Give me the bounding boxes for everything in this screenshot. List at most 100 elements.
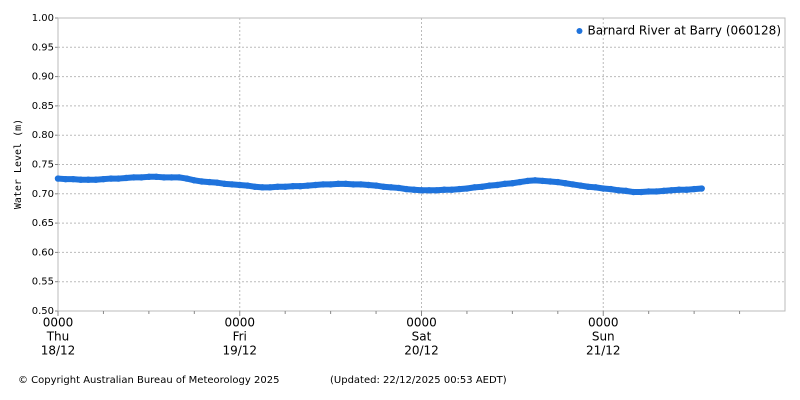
data-point — [653, 188, 660, 195]
data-point — [433, 187, 440, 194]
data-point — [304, 182, 312, 189]
data-point — [342, 180, 349, 188]
y-tick-label: 0.75 — [32, 160, 54, 171]
legend-label: Barnard River at Barry (060128) — [587, 24, 781, 38]
x-tick-label: Sun — [592, 330, 615, 344]
y-tick-label: 0.90 — [32, 72, 54, 83]
data-point — [107, 175, 115, 182]
y-tick-label: 0.70 — [32, 189, 54, 200]
copyright: © Copyright Australian Bureau of Meteoro… — [18, 375, 279, 386]
y-tick-label: 0.95 — [32, 42, 54, 53]
data-point — [410, 186, 418, 193]
data-point — [213, 179, 221, 186]
data-point — [54, 175, 62, 182]
data-point — [607, 185, 615, 193]
data-point — [637, 188, 645, 196]
x-tick-label: Sat — [412, 330, 432, 344]
data-point — [259, 184, 266, 191]
data-point — [350, 181, 357, 188]
data-point — [441, 186, 448, 193]
data-point — [198, 178, 206, 185]
data-point — [206, 178, 213, 186]
data-point — [365, 181, 372, 189]
data-point — [236, 181, 243, 189]
x-tick-label: 0000 — [43, 316, 74, 330]
data-point — [266, 184, 274, 191]
data-point — [660, 187, 668, 195]
data-point — [494, 181, 501, 189]
data-point — [683, 186, 690, 193]
data-point — [547, 178, 554, 185]
data-point — [221, 180, 228, 188]
data-point — [92, 176, 100, 183]
data-point — [531, 177, 539, 184]
data-point — [698, 185, 705, 192]
legend-marker — [576, 28, 583, 34]
data-point — [456, 185, 463, 193]
x-tick-label: 20/12 — [404, 344, 439, 358]
data-point — [251, 183, 259, 190]
data-point — [569, 181, 577, 188]
data-point — [418, 187, 425, 194]
x-tick-label: 0000 — [224, 316, 255, 330]
data-point — [244, 182, 251, 189]
data-point — [100, 175, 107, 183]
data-point — [327, 181, 334, 188]
data-point — [62, 175, 69, 183]
data-point — [85, 176, 92, 183]
data-point — [168, 174, 175, 181]
data-point — [228, 181, 236, 188]
data-point — [312, 181, 319, 189]
data-point — [145, 173, 153, 181]
y-tick-label: 0.55 — [32, 277, 54, 288]
data-point — [334, 180, 342, 188]
x-tick-label: Fri — [233, 330, 247, 344]
data-point — [539, 177, 546, 185]
data-point — [615, 187, 622, 194]
y-tick-label: 0.50 — [32, 306, 54, 317]
data-point — [297, 182, 304, 190]
data-point — [592, 184, 599, 191]
x-tick-label: 19/12 — [222, 344, 257, 358]
y-tick-label: 0.60 — [32, 247, 54, 258]
y-tick-label: 0.65 — [32, 218, 54, 229]
data-point — [562, 180, 569, 187]
data-point — [395, 184, 402, 192]
data-point — [675, 186, 683, 193]
data-point — [115, 175, 122, 182]
y-axis-label: Water Level (m) — [13, 119, 24, 209]
data-point — [584, 183, 592, 190]
x-tick-label: 18/12 — [41, 344, 76, 358]
data-point — [274, 183, 281, 190]
data-point — [319, 181, 327, 188]
data-point — [289, 182, 296, 190]
data-point — [471, 184, 478, 191]
data-point — [122, 174, 130, 182]
data-point — [501, 180, 509, 188]
data-point — [138, 174, 145, 181]
data-point — [380, 183, 387, 190]
data-point — [191, 177, 198, 184]
y-tick-label: 0.85 — [32, 101, 54, 112]
data-point — [516, 178, 524, 186]
data-point — [622, 187, 630, 195]
data-point — [668, 187, 675, 194]
data-point — [403, 185, 410, 193]
data-point — [448, 186, 455, 193]
x-tick-label: Thu — [46, 330, 70, 344]
data-point — [577, 182, 584, 189]
y-tick-label: 1.00 — [32, 13, 54, 24]
data-point — [645, 188, 652, 195]
x-tick-label: 21/12 — [586, 344, 621, 358]
data-point — [357, 181, 365, 188]
x-tick-label: 0000 — [406, 316, 437, 330]
data-point — [153, 173, 160, 181]
y-tick-label: 0.80 — [32, 130, 54, 141]
x-tick-label: 0000 — [588, 316, 619, 330]
data-point — [524, 177, 531, 185]
data-point — [372, 182, 380, 189]
data-point — [77, 176, 84, 183]
data-point — [69, 175, 77, 183]
data-point — [183, 175, 190, 182]
data-point — [600, 185, 607, 192]
